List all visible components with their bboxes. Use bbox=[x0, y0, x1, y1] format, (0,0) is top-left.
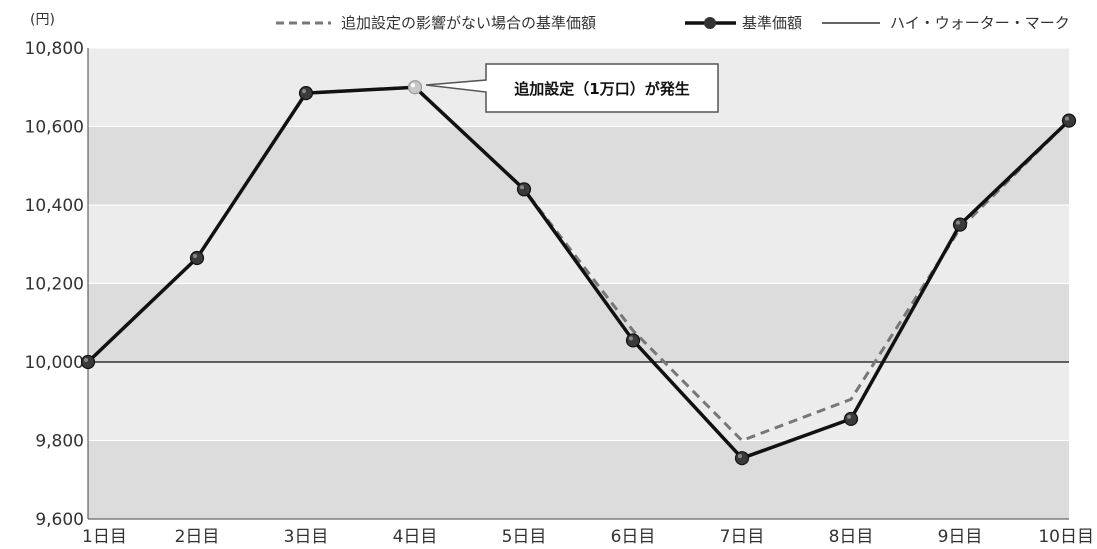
x-tick-label: 4日目 bbox=[393, 527, 438, 547]
x-tick-label: 8日目 bbox=[829, 527, 874, 547]
data-point-highlight bbox=[411, 83, 415, 88]
y-axis-ticks: 9,600 9,800 10,000 10,200 10,400 10,600 10,800 bbox=[25, 39, 84, 530]
data-point-highlight bbox=[520, 185, 524, 190]
legend: 追加設定の影響がない場合の基準価額 基準価額 ハイ・ウォーター・マーク bbox=[276, 14, 1070, 32]
series-line-nav bbox=[86, 85, 1071, 460]
data-point-highlight bbox=[84, 358, 88, 362]
y-unit-label: (円) bbox=[30, 12, 55, 28]
x-tick-label: 10日目 bbox=[1038, 527, 1094, 547]
legend-label-dashed: 追加設定の影響がない場合の基準価額 bbox=[341, 14, 596, 32]
legend-swatch-marker bbox=[704, 17, 716, 29]
x-tick-label: 7日目 bbox=[720, 527, 765, 547]
y-tick-label: 10,800 bbox=[25, 39, 84, 59]
legend-label-thin: ハイ・ウォーター・マーク bbox=[890, 14, 1070, 32]
series-line-no-effect bbox=[86, 85, 1071, 443]
data-point bbox=[1061, 113, 1077, 128]
data-point bbox=[625, 333, 641, 348]
band-3 bbox=[88, 205, 1069, 284]
no-effect-series bbox=[86, 85, 1071, 443]
x-axis-ticks: 1日目 2日目 3日目 4日目 5日目 6日目 7日目 8日目 9日目 10日目 bbox=[82, 527, 1094, 547]
x-tick-label: 9日目 bbox=[938, 527, 983, 547]
data-point bbox=[189, 250, 205, 266]
data-point bbox=[407, 80, 423, 95]
y-tick-label: 9,800 bbox=[35, 432, 84, 452]
y-tick-label: 10,200 bbox=[25, 275, 84, 295]
data-point bbox=[80, 354, 96, 370]
band-0 bbox=[88, 440, 1069, 519]
band-1 bbox=[88, 362, 1069, 441]
nav-markers bbox=[80, 80, 1077, 466]
data-point-highlight bbox=[193, 253, 197, 258]
data-point-highlight bbox=[629, 336, 633, 341]
annotation-callout: 追加設定（1万口）が発生 bbox=[425, 63, 719, 113]
y-tick-label: 9,600 bbox=[35, 510, 84, 530]
data-point bbox=[734, 451, 750, 466]
data-point bbox=[298, 86, 314, 101]
x-tick-label: 1日目 bbox=[82, 527, 127, 547]
data-point bbox=[843, 411, 859, 427]
legend-label-solid: 基準価額 bbox=[742, 14, 802, 32]
data-point-highlight bbox=[847, 414, 851, 419]
data-point-highlight bbox=[738, 454, 742, 459]
x-tick-label: 6日目 bbox=[611, 527, 656, 547]
x-tick-label: 3日目 bbox=[284, 527, 329, 547]
callout-text: 追加設定（1万口）が発生 bbox=[514, 80, 689, 98]
data-point-highlight bbox=[302, 89, 306, 94]
data-point bbox=[952, 217, 968, 232]
data-point-highlight bbox=[956, 220, 960, 225]
x-tick-label: 2日目 bbox=[175, 527, 220, 547]
data-point-highlight bbox=[1065, 116, 1069, 121]
nav-series bbox=[86, 85, 1071, 460]
data-point bbox=[516, 182, 532, 197]
callout-box bbox=[425, 63, 719, 113]
band-4 bbox=[88, 126, 1069, 205]
y-tick-label: 10,000 bbox=[25, 353, 84, 373]
x-tick-label: 5日目 bbox=[502, 527, 547, 547]
y-tick-label: 10,400 bbox=[25, 196, 84, 216]
y-tick-label: 10,600 bbox=[25, 118, 84, 138]
